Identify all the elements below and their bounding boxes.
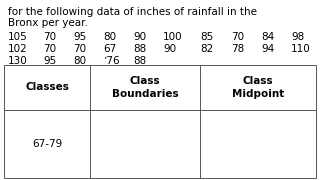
Text: 100: 100 <box>163 32 183 42</box>
Text: 105: 105 <box>8 32 28 42</box>
Text: 98: 98 <box>291 32 304 42</box>
Text: 88: 88 <box>133 56 146 66</box>
Text: 90: 90 <box>133 32 146 42</box>
Text: 130: 130 <box>8 56 28 66</box>
Text: Class
Midpoint: Class Midpoint <box>232 76 284 99</box>
Text: 88: 88 <box>133 44 146 54</box>
Text: 95: 95 <box>43 56 56 66</box>
Text: 70: 70 <box>43 44 56 54</box>
Text: 90: 90 <box>163 44 176 54</box>
Text: 78: 78 <box>231 44 244 54</box>
Bar <box>4 65 316 178</box>
Text: ʼ76: ʼ76 <box>103 56 120 66</box>
Text: for the following data of inches of rainfall in the: for the following data of inches of rain… <box>8 7 257 17</box>
Text: 85: 85 <box>200 32 213 42</box>
Text: 67-79: 67-79 <box>32 139 62 149</box>
Text: 84: 84 <box>261 32 274 42</box>
Text: 102: 102 <box>8 44 28 54</box>
Text: 95: 95 <box>73 32 86 42</box>
Text: Class
Boundaries: Class Boundaries <box>112 76 178 99</box>
Text: 67: 67 <box>103 44 116 54</box>
Text: 70: 70 <box>73 44 86 54</box>
Text: 82: 82 <box>200 44 213 54</box>
Text: 70: 70 <box>43 32 56 42</box>
Text: 80: 80 <box>103 32 116 42</box>
Text: Bronx per year.: Bronx per year. <box>8 18 88 28</box>
Text: 110: 110 <box>291 44 311 54</box>
Text: 70: 70 <box>231 32 244 42</box>
Text: 94: 94 <box>261 44 274 54</box>
Text: Classes: Classes <box>25 82 69 93</box>
Text: 80: 80 <box>73 56 86 66</box>
